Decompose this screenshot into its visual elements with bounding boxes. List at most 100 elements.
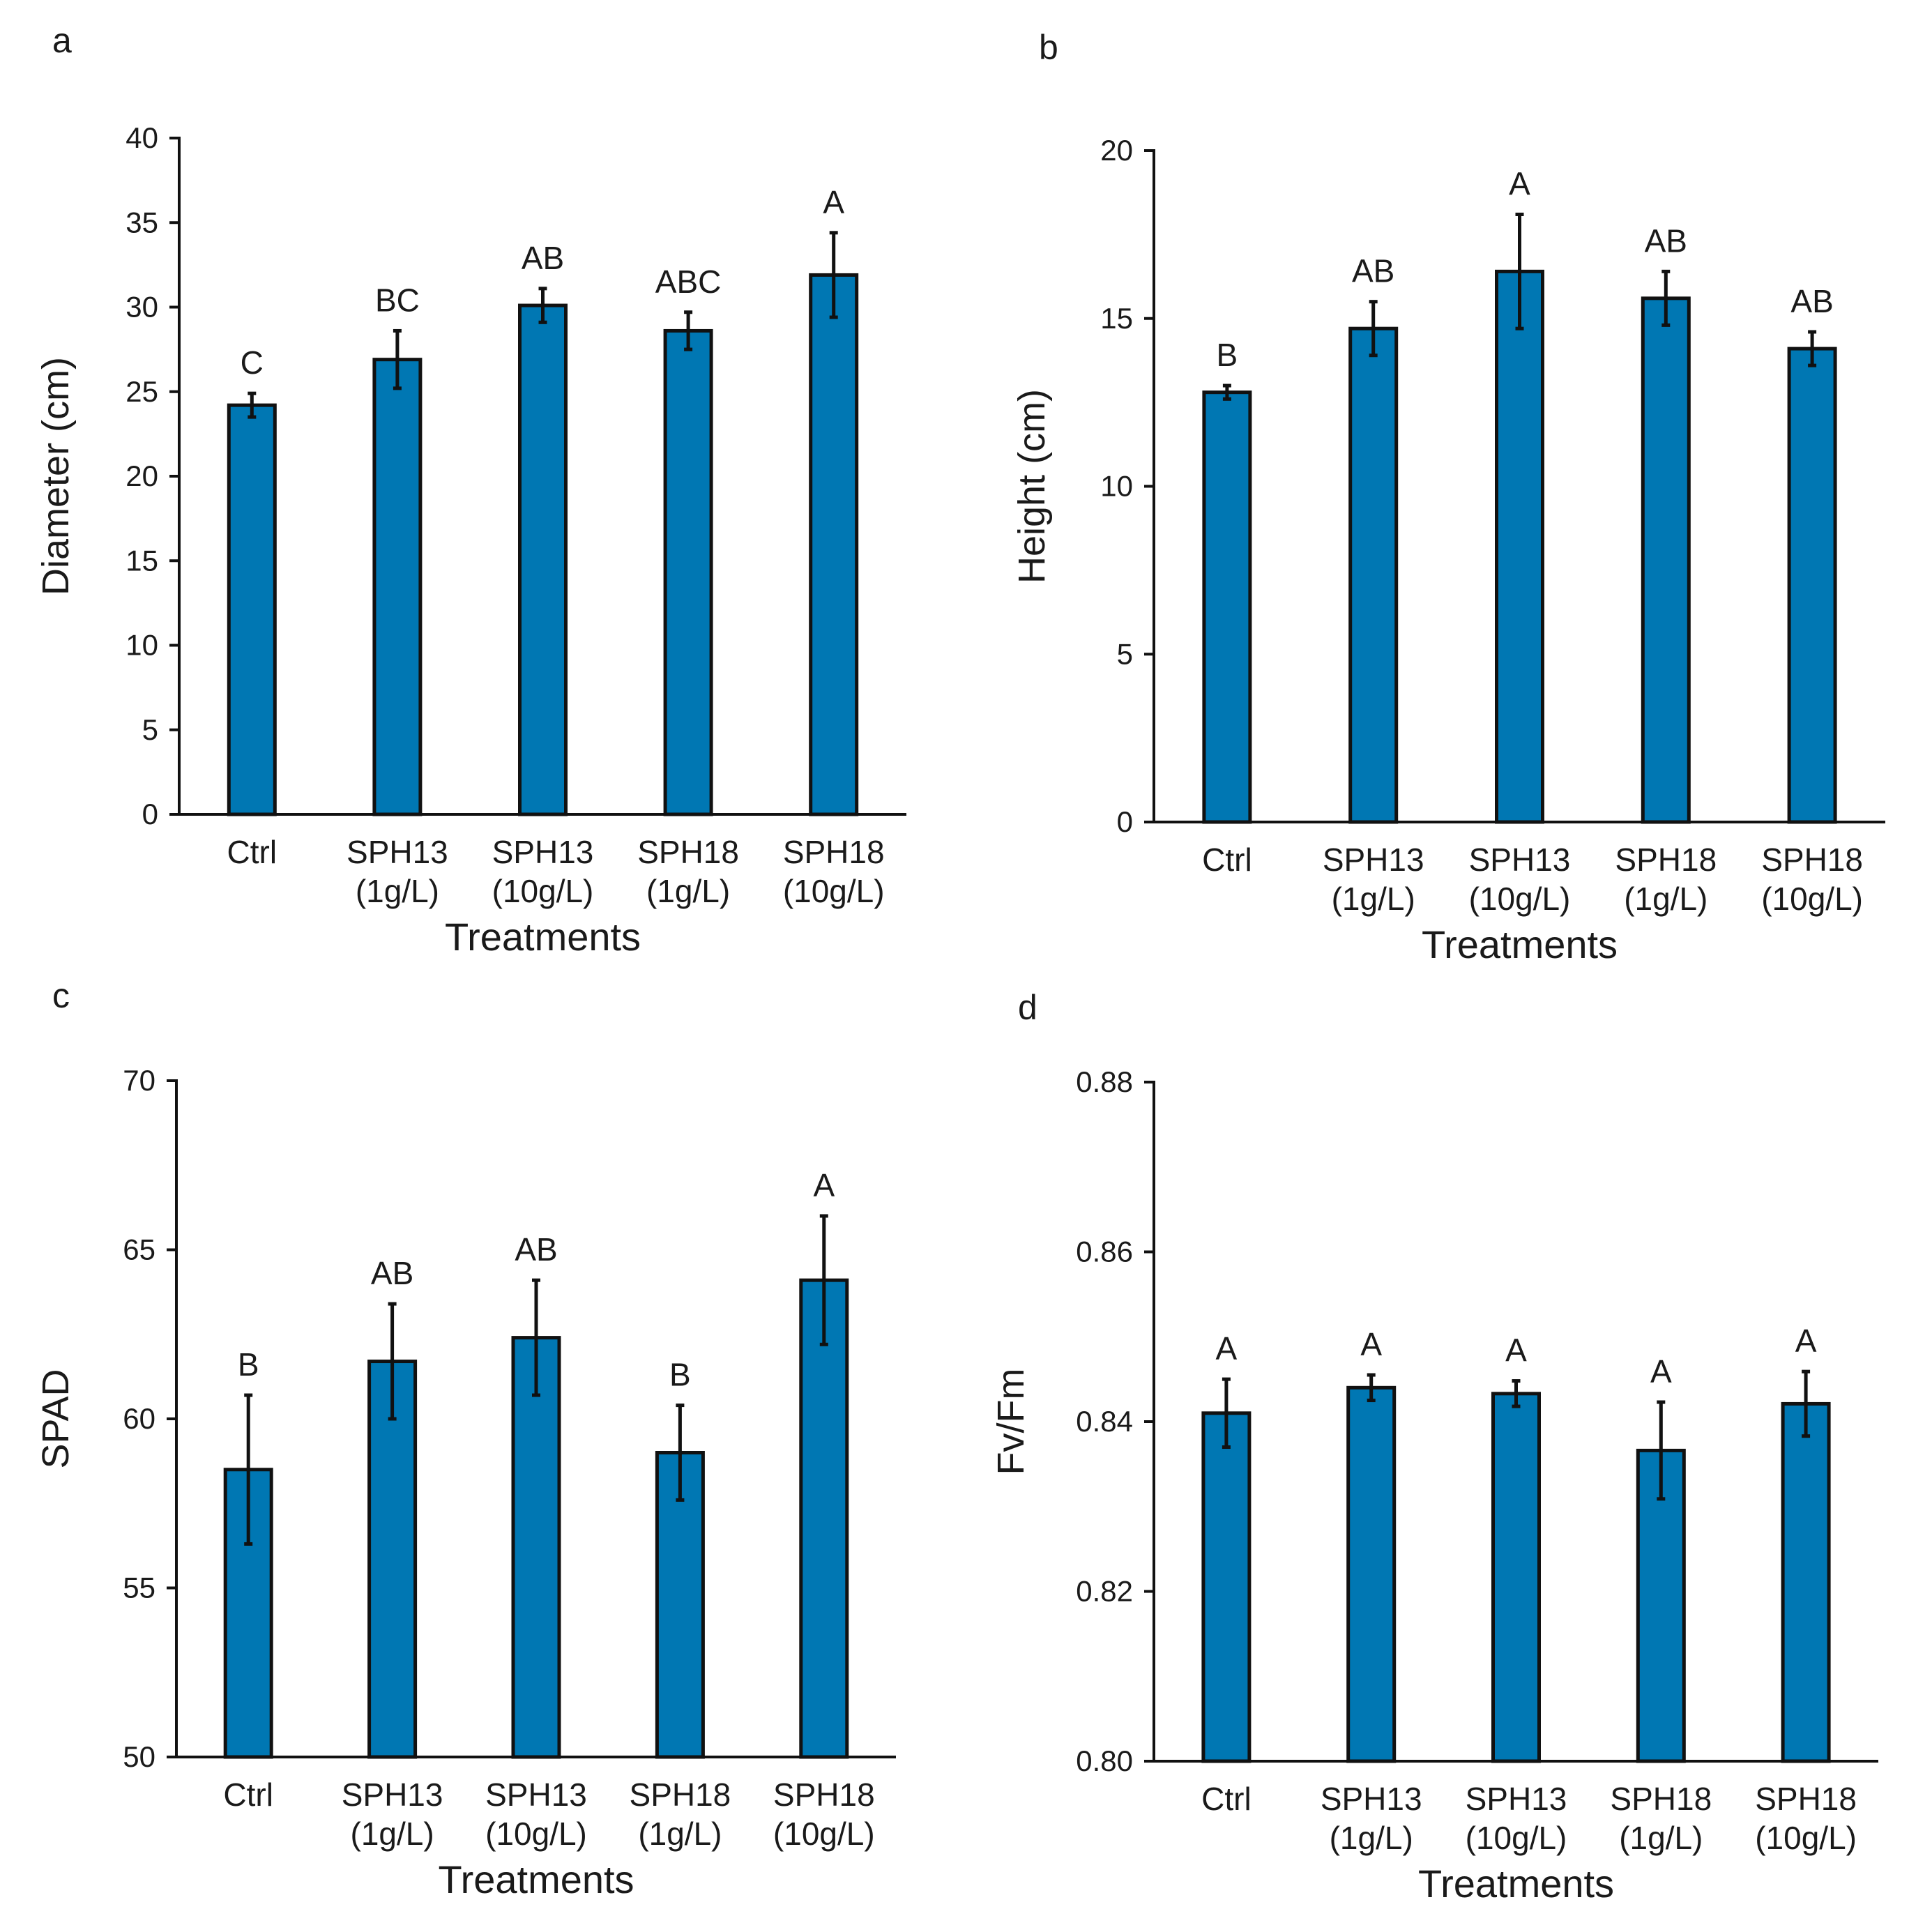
bar bbox=[1346, 1385, 1397, 1763]
y-tick-label: 70 bbox=[123, 1064, 155, 1097]
significance-label: A bbox=[813, 1167, 835, 1203]
x-tick-label: SPH13 bbox=[1466, 1781, 1567, 1817]
y-tick-label: 0.84 bbox=[1076, 1405, 1133, 1438]
x-tick-label: (1g/L) bbox=[646, 873, 730, 909]
y-tick-label: 0 bbox=[1117, 805, 1133, 838]
bar bbox=[1491, 1392, 1541, 1763]
significance-label: BC bbox=[375, 282, 420, 318]
x-tick-label: (1g/L) bbox=[638, 1816, 722, 1852]
y-tick-label: 5 bbox=[1117, 637, 1133, 670]
significance-label: B bbox=[238, 1346, 259, 1383]
x-tick-label: Ctrl bbox=[227, 834, 277, 870]
significance-label: A bbox=[823, 184, 844, 220]
bar bbox=[1202, 390, 1252, 824]
significance-label: ABC bbox=[655, 264, 722, 300]
x-tick-label: (1g/L) bbox=[1624, 881, 1708, 917]
y-axis-label: Diameter (cm) bbox=[35, 357, 77, 595]
x-tick-label: SPH18 bbox=[1615, 842, 1717, 878]
y-tick-label: 10 bbox=[126, 629, 158, 662]
panel-label: c bbox=[52, 976, 70, 1015]
significance-label: A bbox=[1216, 1330, 1238, 1367]
y-tick-label: 0.80 bbox=[1076, 1744, 1133, 1777]
bar bbox=[663, 328, 713, 816]
bar bbox=[1641, 296, 1691, 824]
y-tick-label: 0 bbox=[142, 798, 158, 830]
panel-label: d bbox=[1018, 988, 1037, 1027]
significance-label: A bbox=[1509, 165, 1530, 201]
panel-label: a bbox=[52, 21, 72, 60]
x-tick-label: (1g/L) bbox=[1330, 1820, 1413, 1856]
bar bbox=[227, 403, 277, 816]
y-axis-label: Height (cm) bbox=[1011, 389, 1053, 584]
x-tick-label: SPH18 bbox=[1755, 1781, 1857, 1817]
y-tick-label: 5 bbox=[142, 713, 158, 746]
x-tick-label: (10g/L) bbox=[1761, 881, 1863, 917]
y-tick-label: 0.86 bbox=[1076, 1235, 1133, 1268]
x-tick-label: (10g/L) bbox=[485, 1816, 587, 1852]
y-tick-label: 40 bbox=[126, 121, 158, 154]
significance-label: AB bbox=[1645, 222, 1687, 259]
y-tick-label: 60 bbox=[123, 1402, 155, 1435]
y-tick-label: 55 bbox=[123, 1572, 155, 1604]
panel-label: b bbox=[1039, 28, 1058, 67]
significance-label: A bbox=[1650, 1353, 1672, 1390]
bar bbox=[809, 273, 859, 816]
bar bbox=[511, 1336, 561, 1759]
x-tick-label: SPH13 bbox=[1469, 842, 1571, 878]
y-tick-label: 0.88 bbox=[1076, 1065, 1133, 1098]
bar bbox=[655, 1451, 705, 1759]
y-tick-label: 15 bbox=[126, 544, 158, 577]
x-tick-label: (10g/L) bbox=[1755, 1820, 1857, 1856]
x-tick-label: SPH13 bbox=[1323, 842, 1424, 878]
y-axis-label: Fv/Fm bbox=[990, 1369, 1032, 1475]
x-tick-label: (1g/L) bbox=[1332, 881, 1415, 917]
x-axis-label: Treatments bbox=[1418, 1862, 1614, 1906]
significance-label: B bbox=[669, 1357, 691, 1393]
x-tick-label: SPH18 bbox=[1761, 842, 1863, 878]
x-axis-label: Treatments bbox=[438, 1857, 634, 1901]
x-tick-label: SPH13 bbox=[492, 834, 594, 870]
significance-label: AB bbox=[1790, 283, 1833, 319]
y-tick-label: 65 bbox=[123, 1233, 155, 1266]
y-tick-label: 10 bbox=[1100, 470, 1133, 503]
y-tick-label: 0.82 bbox=[1076, 1575, 1133, 1608]
y-tick-label: 50 bbox=[123, 1740, 155, 1773]
x-tick-label: SPH18 bbox=[637, 834, 739, 870]
x-tick-label: (10g/L) bbox=[1469, 881, 1571, 917]
significance-label: A bbox=[1360, 1326, 1382, 1362]
bar bbox=[1787, 347, 1837, 824]
x-tick-label: (1g/L) bbox=[351, 1816, 434, 1852]
bar bbox=[518, 303, 568, 816]
x-tick-label: SPH18 bbox=[783, 834, 885, 870]
x-tick-label: (10g/L) bbox=[1466, 1820, 1567, 1856]
significance-label: AB bbox=[522, 240, 564, 276]
y-tick-label: 25 bbox=[126, 375, 158, 408]
x-tick-label: SPH18 bbox=[630, 1777, 731, 1813]
x-tick-label: SPH18 bbox=[773, 1777, 875, 1813]
x-tick-label: (1g/L) bbox=[1619, 1820, 1703, 1856]
significance-label: C bbox=[241, 344, 264, 381]
y-tick-label: 35 bbox=[126, 206, 158, 238]
x-tick-label: SPH13 bbox=[1321, 1781, 1422, 1817]
bar bbox=[799, 1278, 849, 1759]
x-tick-label: (10g/L) bbox=[773, 1816, 875, 1852]
y-tick-label: 30 bbox=[126, 291, 158, 324]
bar bbox=[367, 1360, 418, 1759]
y-tick-label: 20 bbox=[1100, 134, 1133, 167]
x-axis-label: Treatments bbox=[445, 915, 641, 959]
x-tick-label: Ctrl bbox=[1202, 842, 1252, 878]
significance-label: AB bbox=[1352, 253, 1394, 289]
y-axis-label: SPAD bbox=[35, 1369, 77, 1468]
bar bbox=[1348, 326, 1399, 824]
bar bbox=[1781, 1401, 1831, 1763]
x-tick-label: (10g/L) bbox=[492, 873, 594, 909]
x-tick-label: Ctrl bbox=[223, 1777, 273, 1813]
x-tick-label: SPH18 bbox=[1610, 1781, 1712, 1817]
bar bbox=[1636, 1448, 1686, 1763]
significance-label: A bbox=[1505, 1332, 1527, 1369]
significance-label: AB bbox=[515, 1231, 557, 1268]
bar bbox=[372, 358, 423, 816]
bar bbox=[1201, 1411, 1252, 1763]
significance-label: AB bbox=[371, 1255, 413, 1291]
